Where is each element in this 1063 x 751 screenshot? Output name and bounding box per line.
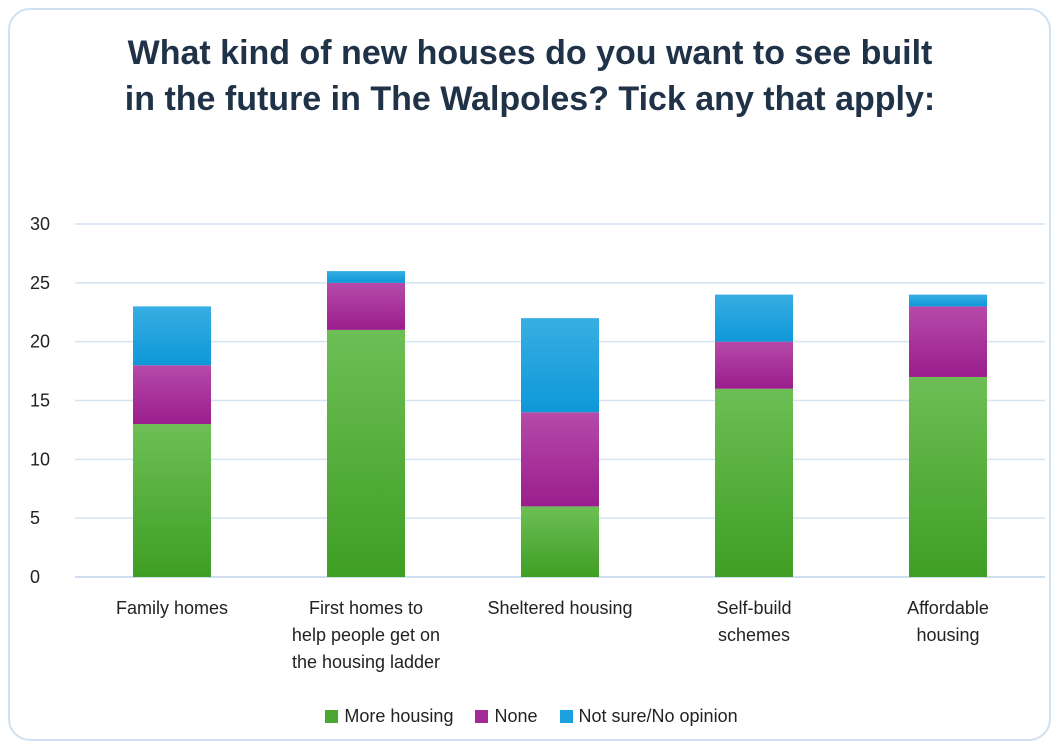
y-tick-label: 15 (30, 391, 50, 411)
y-axis-ticks: 0 5 10 15 20 25 30 (30, 214, 50, 587)
y-tick-label: 20 (30, 332, 50, 352)
legend-item: More housing (325, 706, 453, 727)
bars (133, 271, 987, 577)
y-tick-label: 5 (30, 508, 40, 528)
legend-item: None (475, 706, 538, 727)
x-axis-categories: Family homes First homes to help people ge… (116, 598, 989, 672)
y-tick-label: 30 (30, 214, 50, 234)
legend-swatch (559, 710, 573, 723)
y-tick-label: 10 (30, 449, 50, 469)
chart-title: What kind of new houses do you want to s… (124, 34, 936, 118)
x-category-label: Self-build schemes (716, 598, 791, 645)
legend: More housing None Not sure/No opinion (0, 706, 1063, 727)
bar-segment (715, 294, 793, 342)
bar-segment (521, 412, 599, 507)
legend-label: Not sure/No opinion (578, 706, 738, 726)
legend-item: Not sure/No opinion (559, 706, 738, 727)
bar-segment (521, 318, 599, 413)
bar-segment (909, 376, 987, 577)
bar-segment (133, 424, 211, 577)
y-tick-label: 0 (30, 567, 40, 587)
x-category-label: Family homes (116, 598, 228, 618)
legend-swatch (325, 710, 339, 723)
y-tick-label: 25 (30, 273, 50, 293)
bar-segment (909, 294, 987, 307)
bar-segment (715, 341, 793, 389)
bar-segment (327, 282, 405, 330)
legend-label: None (494, 706, 538, 726)
x-category-label: Sheltered housing (487, 598, 632, 618)
bar-segment (133, 365, 211, 425)
legend-label: More housing (344, 706, 454, 726)
bar-segment (715, 388, 793, 577)
bar-segment (521, 506, 599, 577)
x-category-label: First homes to help people get on the hous… (292, 598, 440, 672)
bar-segment (327, 329, 405, 577)
x-category-label: Affordable housing (907, 598, 989, 645)
bar-segment (327, 271, 405, 283)
legend-swatch (475, 710, 489, 723)
bar-segment (909, 306, 987, 377)
bar-segment (133, 306, 211, 366)
